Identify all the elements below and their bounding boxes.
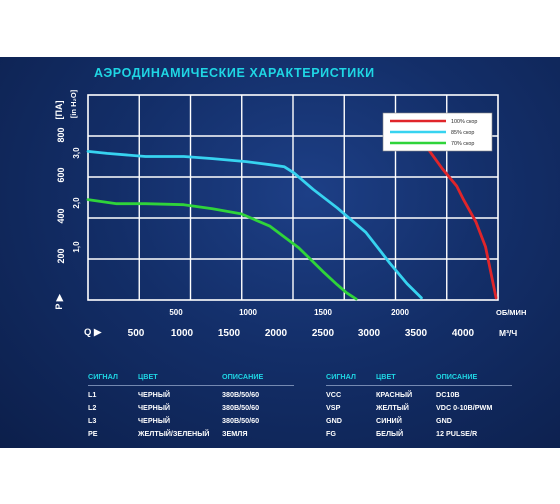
y-axis-letter: P ▶: [54, 293, 64, 309]
legend-label: 70% скор: [451, 141, 474, 147]
x-tick-label-top: 500: [169, 308, 183, 317]
cell-signal: GND: [326, 416, 342, 425]
legend-label: 100% скор: [451, 119, 477, 125]
col-signal: СИГНАЛ: [88, 372, 118, 381]
table-row: PE ЖЕЛТЫЙ/ЗЕЛЕНЫЙ ЗЕМЛЯ: [88, 427, 294, 440]
x-unit-rpm: ОБ/МИН: [496, 308, 526, 317]
signal-table-left: СИГНАЛ ЦВЕТ ОПИСАНИЕ L1 ЧЕРНЫЙ 380В/50/6…: [88, 371, 294, 440]
table-row: L1 ЧЕРНЫЙ 380В/50/60: [88, 388, 294, 401]
signal-table-right: СИГНАЛ ЦВЕТ ОПИСАНИЕ VCC КРАСНЫЙ DC10В V…: [326, 371, 526, 440]
cell-description: DC10В: [436, 390, 460, 399]
x-tick-label-top: 1000: [239, 308, 257, 317]
y-tick-label-pa: 600: [56, 167, 66, 182]
cell-color: ЧЕРНЫЙ: [138, 403, 171, 412]
table-header: СИГНАЛ ЦВЕТ ОПИСАНИЕ: [88, 371, 294, 383]
cell-description: 12 PULSE/R: [436, 429, 478, 438]
chart-title: АЭРОДИНАМИЧЕСКИЕ ХАРАКТЕРИСТИКИ: [94, 66, 375, 80]
cell-signal: L1: [88, 390, 97, 399]
x-tick-label-bottom: 1500: [218, 328, 241, 339]
y-tick-label-inh2o: 1,0: [72, 241, 81, 253]
axis-labels: [ПА] [in H₂O] P ▶ Q ▶ ОБ/МИН М³/Ч: [54, 89, 526, 338]
table-row: VCC КРАСНЫЙ DC10В: [326, 388, 526, 401]
cell-description: 380В/50/60: [222, 403, 260, 412]
table-row: VSP ЖЕЛТЫЙ VDC 0-10В/PWM: [326, 401, 526, 414]
x-tick-label-bottom: 3500: [405, 328, 428, 339]
cell-description: 380В/50/60: [222, 390, 260, 399]
col-signal: СИГНАЛ: [326, 372, 356, 381]
y-tick-label-pa: 800: [56, 127, 66, 142]
series-line-1: [415, 136, 498, 300]
table-row: FG БЕЛЫЙ 12 PULSE/R: [326, 427, 526, 440]
cell-color: СИНИЙ: [376, 416, 402, 425]
x-tick-label-top: 1500: [314, 308, 332, 317]
y-tick-label-pa: 400: [56, 208, 66, 223]
series-line-2: [86, 150, 423, 300]
table-row: L3 ЧЕРНЫЙ 380В/50/60: [88, 414, 294, 427]
cell-description: GND: [436, 416, 452, 425]
cell-color: БЕЛЫЙ: [376, 429, 404, 438]
x-tick-label-bottom: 2000: [265, 328, 288, 339]
cell-signal: VSP: [326, 403, 341, 412]
col-color: ЦВЕТ: [376, 372, 396, 381]
x-tick-label-bottom: 500: [128, 328, 145, 339]
table-row: GND СИНИЙ GND: [326, 414, 526, 427]
cell-color: ЧЕРНЫЙ: [138, 416, 171, 425]
table-row: L2 ЧЕРНЫЙ 380В/50/60: [88, 401, 294, 414]
table-divider: [88, 385, 294, 386]
aerodynamic-chart: [ПА] [in H₂O] P ▶ Q ▶ ОБ/МИН М³/Ч 200 400…: [54, 89, 526, 339]
cell-description: VDC 0-10В/PWM: [436, 403, 493, 412]
x-tick-label-top: 2000: [391, 308, 409, 317]
y-tick-label-inh2o: 2,0: [72, 197, 81, 209]
y-tick-label-inh2o: 3,0: [72, 147, 81, 159]
chart-series: [86, 136, 498, 301]
col-color: ЦВЕТ: [138, 372, 158, 381]
tick-labels: 200 400 600 800 1,0 2,0 3,0 500 1000 1500 2000 500 1…: [56, 127, 475, 339]
legend-label: 85% скор: [451, 130, 474, 136]
x-tick-label-bottom: 2500: [312, 328, 335, 339]
chart-legend: 100% скор 85% скор 70% скор: [382, 112, 493, 152]
table-header: СИГНАЛ ЦВЕТ ОПИСАНИЕ: [326, 371, 526, 383]
y-axis-label-inh2o: [in H₂O]: [69, 89, 78, 118]
cell-color: ЧЕРНЫЙ: [138, 390, 171, 399]
x-tick-label-bottom: 3000: [358, 328, 381, 339]
y-axis-label-pa: [ПА]: [54, 101, 64, 120]
cell-color: КРАСНЫЙ: [376, 390, 413, 399]
chart-grid: [87, 94, 499, 301]
cell-signal: PE: [88, 429, 98, 438]
cell-color: ЖЕЛТЫЙ: [376, 403, 409, 412]
col-description: ОПИСАНИЕ: [436, 372, 478, 381]
x-axis-letter: Q ▶: [84, 327, 103, 338]
cell-signal: L3: [88, 416, 97, 425]
cell-signal: VCC: [326, 390, 342, 399]
x-unit-flow: М³/Ч: [499, 328, 517, 338]
y-tick-label-pa: 200: [56, 248, 66, 263]
cell-description: ЗЕМЛЯ: [222, 429, 248, 438]
cell-description: 380В/50/60: [222, 416, 260, 425]
cell-signal: L2: [88, 403, 97, 412]
chart-panel: АЭРОДИНАМИЧЕСКИЕ ХАРАКТЕРИСТИКИ [ПА] [in…: [0, 57, 560, 448]
series-line-3: [86, 198, 358, 301]
cell-color: ЖЕЛТЫЙ/ЗЕЛЕНЫЙ: [138, 429, 210, 438]
col-description: ОПИСАНИЕ: [222, 372, 264, 381]
cell-signal: FG: [326, 429, 336, 438]
x-tick-label-bottom: 1000: [171, 328, 194, 339]
x-tick-label-bottom: 4000: [452, 328, 475, 339]
table-divider: [326, 385, 512, 386]
